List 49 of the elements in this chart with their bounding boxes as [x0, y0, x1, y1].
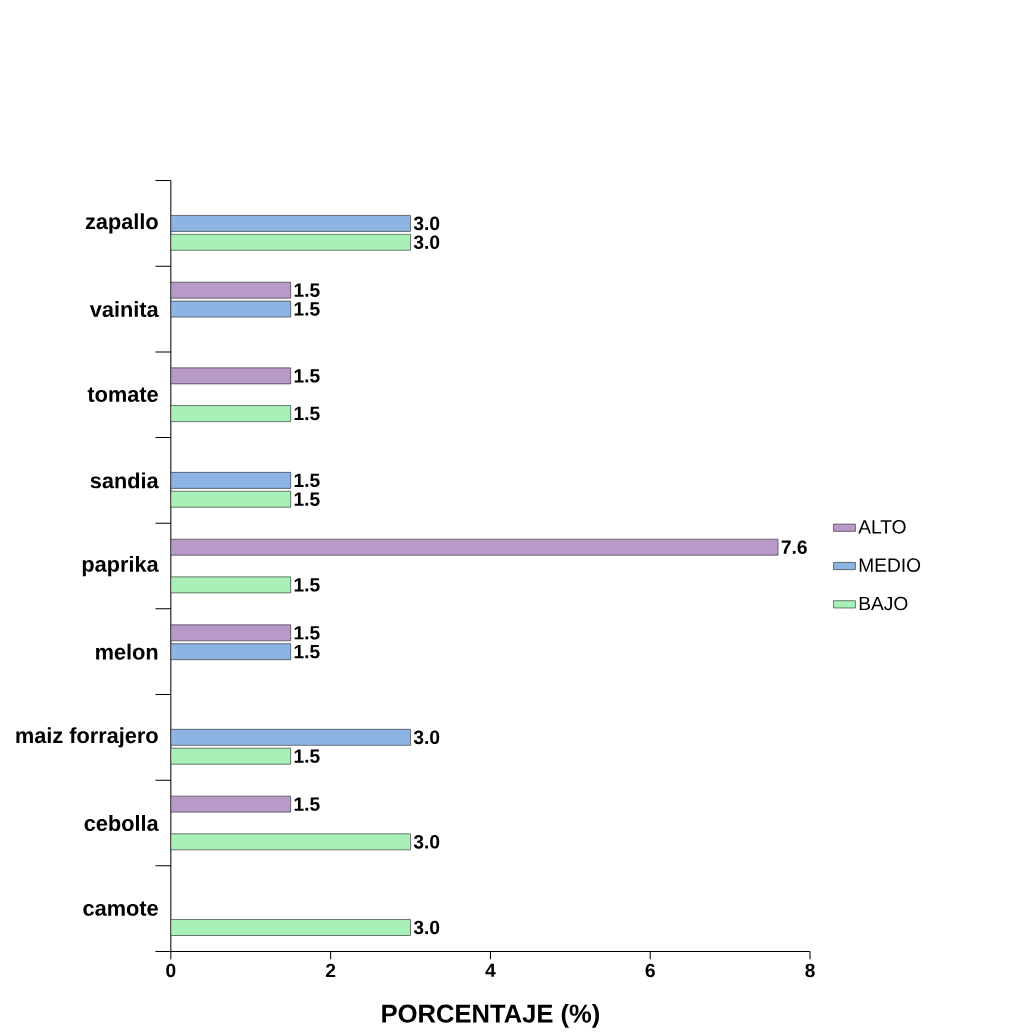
data-label: 3.0	[414, 216, 440, 231]
bar	[171, 919, 412, 936]
data-label: 1.5	[294, 749, 320, 763]
data-label: 1.5	[294, 626, 320, 640]
y-tick-label: zapallo	[86, 213, 159, 234]
legend-label: BAJO	[860, 596, 908, 611]
x-tick-label: 0	[166, 963, 176, 978]
bar	[171, 490, 292, 508]
data-label: 1.5	[294, 644, 320, 659]
x-tick-label: 6	[645, 963, 656, 978]
y-tick-label: paprika	[83, 555, 160, 577]
bar	[171, 472, 292, 489]
y-tick-label: vainita	[90, 301, 160, 318]
data-label: 3.0	[414, 920, 440, 935]
y-tick-label: melon	[96, 643, 158, 660]
data-label: 1.5	[294, 492, 320, 506]
data-label: 3.0	[414, 835, 440, 849]
bar	[171, 624, 292, 642]
data-label: 1.5	[294, 302, 320, 316]
y-tick-label: tomate	[87, 387, 159, 402]
x-tick-label: 8	[805, 963, 816, 978]
y-tick-label: cebolla	[84, 815, 160, 831]
data-label: 1.5	[294, 797, 320, 811]
bar	[171, 643, 292, 660]
bar	[171, 795, 292, 813]
y-tick-label: maiz forrajero	[16, 727, 159, 748]
bar	[171, 538, 779, 556]
data-label: 3.0	[414, 730, 440, 745]
data-label: 1.5	[294, 369, 320, 383]
data-label: 1.5	[294, 406, 320, 421]
y-tick-label: sandia	[90, 472, 160, 489]
data-label: 1.5	[294, 283, 320, 297]
legend-label: MEDIO	[860, 558, 921, 572]
data-label: 1.5	[294, 578, 320, 592]
bar	[171, 729, 412, 746]
data-label: 1.5	[294, 473, 320, 488]
bar	[171, 281, 292, 299]
x-tick-label: 2	[326, 963, 336, 978]
bar	[171, 233, 412, 251]
legend-label: ALTO	[858, 520, 906, 534]
y-tick-label: camote	[83, 901, 159, 916]
bar	[171, 405, 292, 422]
bar	[171, 747, 292, 765]
data-label: 3.0	[414, 235, 440, 250]
bar	[171, 215, 412, 232]
bar	[171, 833, 412, 851]
x-tick-label: 4	[485, 963, 496, 977]
x-axis-title: PORCENTAJE (%)	[382, 1003, 600, 1028]
data-label: 7.6	[781, 540, 808, 554]
